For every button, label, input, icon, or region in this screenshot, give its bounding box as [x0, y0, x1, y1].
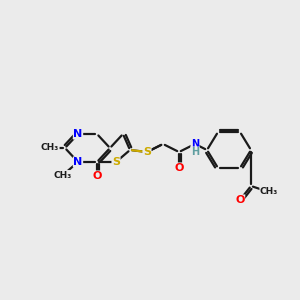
Text: CH₃: CH₃: [260, 188, 278, 196]
Text: O: O: [174, 163, 184, 173]
Text: O: O: [92, 171, 102, 181]
Text: CH₃: CH₃: [54, 170, 72, 179]
Text: N: N: [74, 157, 82, 167]
Text: S: S: [143, 147, 151, 157]
Text: H: H: [191, 147, 199, 157]
Text: S: S: [112, 157, 120, 167]
Text: N: N: [74, 129, 82, 139]
Text: O: O: [235, 195, 245, 205]
Text: N: N: [191, 139, 199, 149]
Text: CH₃: CH₃: [41, 143, 59, 152]
